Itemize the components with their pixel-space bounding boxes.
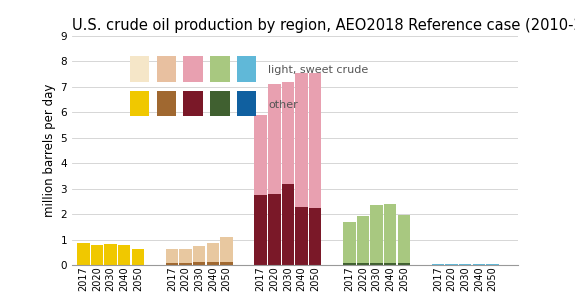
Bar: [166, 249, 178, 263]
Bar: [206, 262, 219, 265]
Bar: [384, 263, 396, 265]
FancyBboxPatch shape: [210, 91, 229, 116]
Bar: [370, 205, 383, 263]
Bar: [356, 263, 369, 265]
Bar: [370, 263, 383, 265]
Bar: [77, 243, 90, 265]
Bar: [295, 73, 308, 207]
Bar: [268, 194, 281, 265]
Bar: [309, 73, 321, 208]
Bar: [206, 243, 219, 262]
Bar: [220, 262, 233, 265]
Bar: [343, 263, 355, 265]
Text: other: other: [268, 100, 298, 110]
FancyBboxPatch shape: [183, 91, 203, 116]
Bar: [179, 249, 192, 263]
FancyBboxPatch shape: [130, 91, 150, 116]
Bar: [179, 263, 192, 265]
Bar: [384, 204, 396, 263]
Bar: [104, 244, 117, 265]
Y-axis label: million barrels per day: million barrels per day: [43, 84, 56, 217]
Bar: [132, 249, 144, 265]
Bar: [193, 246, 205, 262]
Bar: [486, 264, 499, 265]
FancyBboxPatch shape: [156, 56, 176, 82]
Bar: [282, 82, 294, 184]
Text: light, sweet crude: light, sweet crude: [268, 65, 368, 75]
Bar: [166, 263, 178, 265]
Bar: [445, 264, 458, 265]
Bar: [473, 264, 485, 265]
Text: U.S. crude oil production by region, AEO2018 Reference case (2010-2050): U.S. crude oil production by region, AEO…: [72, 18, 575, 33]
Bar: [295, 207, 308, 265]
FancyBboxPatch shape: [237, 56, 256, 82]
Bar: [91, 245, 103, 265]
Bar: [397, 215, 410, 263]
Bar: [397, 263, 410, 265]
Bar: [268, 84, 281, 194]
Bar: [193, 262, 205, 265]
Bar: [254, 115, 267, 195]
Bar: [432, 264, 444, 265]
FancyBboxPatch shape: [130, 56, 150, 82]
FancyBboxPatch shape: [156, 91, 176, 116]
FancyBboxPatch shape: [210, 56, 229, 82]
FancyBboxPatch shape: [237, 91, 256, 116]
Bar: [118, 245, 131, 265]
Bar: [356, 216, 369, 263]
Bar: [343, 222, 355, 263]
Bar: [220, 238, 233, 262]
Bar: [254, 195, 267, 265]
Bar: [309, 208, 321, 265]
Bar: [459, 264, 471, 265]
FancyBboxPatch shape: [183, 56, 203, 82]
Bar: [282, 184, 294, 265]
